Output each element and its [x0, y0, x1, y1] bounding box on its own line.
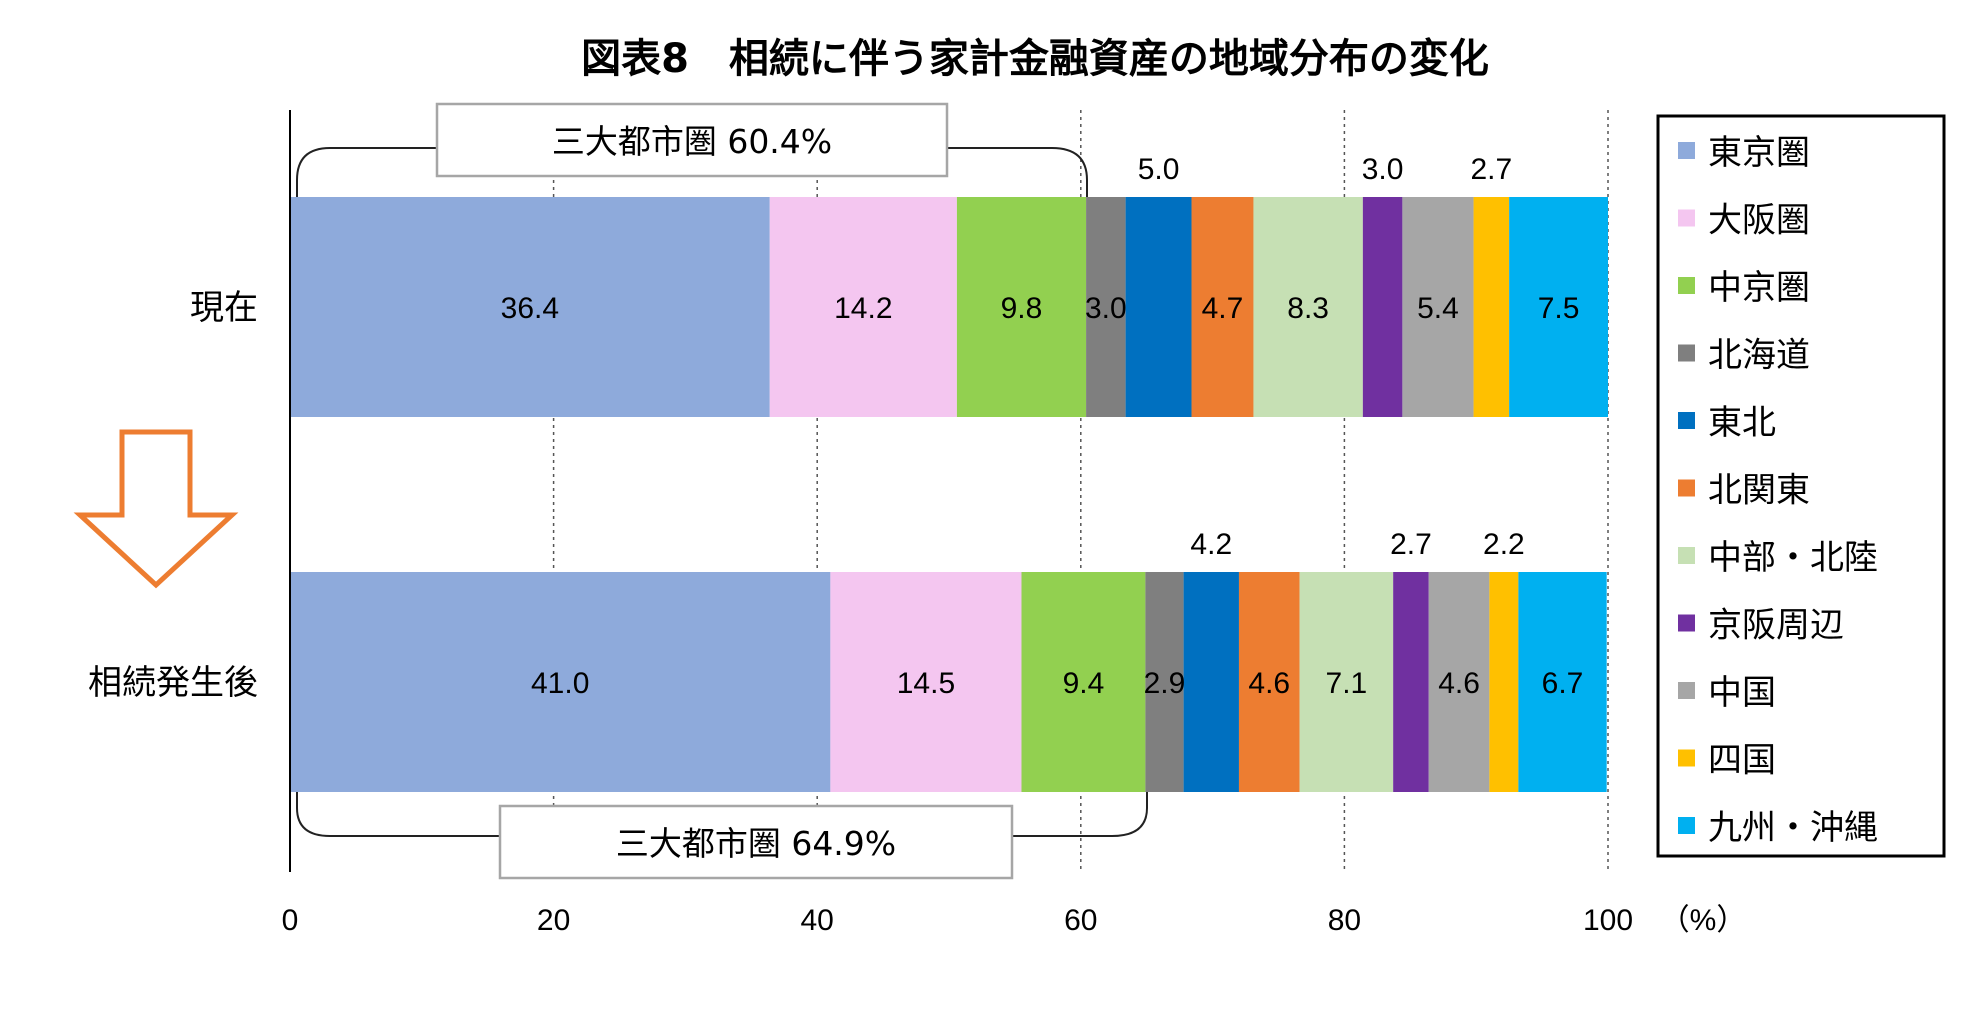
legend-swatch: [1678, 817, 1695, 834]
bar-segment: [956, 197, 1087, 417]
x-tick-label: 60: [1064, 904, 1097, 937]
legend-label: 京阪周辺: [1708, 606, 1844, 646]
callout-top-text: 三大都市圏 60.4%: [552, 122, 832, 161]
data-label: 9.4: [1063, 667, 1105, 700]
x-tick-label: 20: [537, 904, 570, 937]
bar-segment: [290, 572, 831, 792]
bar-segment: [1191, 197, 1254, 417]
bar-segment: [1086, 197, 1126, 417]
chart-title: 図表8 相続に伴う家計金融資産の地域分布の変化: [581, 36, 1489, 82]
legend-label: 九州・沖縄: [1708, 808, 1878, 848]
data-label: 14.5: [897, 667, 955, 700]
x-tick-label: 40: [801, 904, 834, 937]
bar-segment: [769, 197, 957, 417]
callout-top: 三大都市圏 60.4%: [296, 102, 1088, 197]
category-label: 現在: [190, 288, 258, 328]
data-label: 7.5: [1538, 292, 1580, 325]
legend-label: 中国: [1708, 673, 1776, 713]
data-label: 4.6: [1248, 667, 1290, 700]
legend-label: 北関東: [1708, 471, 1810, 511]
bar-segment: [1021, 572, 1146, 792]
x-tick-label: 0: [282, 904, 299, 937]
bar-segment: [1518, 572, 1607, 792]
data-label: 4.2: [1190, 528, 1232, 561]
category-label: 相続発生後: [88, 663, 258, 703]
callout-bottom-box: [498, 804, 1014, 880]
legend-label: 東京圏: [1708, 133, 1810, 173]
data-label: 2.7: [1390, 528, 1432, 561]
legend-swatch: [1678, 547, 1695, 564]
callout-bottom-text: 三大都市圏 64.9%: [616, 824, 896, 863]
data-label: 8.3: [1287, 292, 1329, 325]
bar-segment: [1509, 197, 1608, 417]
bar-segment: [1489, 572, 1519, 792]
legend-swatch: [1678, 277, 1695, 294]
legend-label: 東北: [1708, 403, 1776, 443]
legend-swatch: [1678, 614, 1695, 632]
legend-label: 中京圏: [1708, 268, 1810, 308]
legend-box: [1656, 114, 1946, 858]
data-label: 7.1: [1326, 667, 1368, 700]
data-label: 41.0: [531, 667, 589, 700]
bar-segment: [290, 197, 770, 417]
legend-swatch: [1678, 344, 1695, 362]
x-tick-label: 100: [1583, 904, 1633, 937]
legend-swatch: [1678, 209, 1695, 227]
x-tick-label: 80: [1328, 904, 1361, 937]
bar-segment: [1238, 572, 1300, 792]
data-label: 14.2: [834, 292, 892, 325]
legend-swatch: [1678, 682, 1695, 699]
data-label: 3.0: [1362, 153, 1404, 186]
legend-label: 四国: [1708, 741, 1776, 781]
legend-swatch: [1678, 479, 1695, 497]
data-label: 36.4: [501, 292, 559, 325]
data-label: 6.7: [1542, 667, 1584, 700]
data-label: 4.6: [1438, 667, 1480, 700]
bar-segment: [1145, 572, 1184, 792]
down-arrow-icon: [73, 429, 239, 589]
legend-swatch: [1678, 412, 1695, 429]
data-labels: 36.4 14.2 9.8 3.0 5.0 4.7 8.3 3.0 5.4 2.7 7.5 41.0 1…: [501, 153, 1584, 700]
legend-swatch: [1678, 142, 1695, 159]
data-label: 2.9: [1144, 667, 1186, 700]
data-label: 2.2: [1483, 528, 1525, 561]
bar-segment: [1253, 197, 1363, 417]
data-label: 4.7: [1202, 292, 1244, 325]
data-label: 3.0: [1085, 292, 1127, 325]
bar-segment: [1402, 197, 1474, 417]
data-label: 5.4: [1417, 292, 1459, 325]
bar-segment: [1125, 197, 1192, 417]
bar-segment: [1428, 572, 1490, 792]
bar-segment: [1393, 572, 1429, 792]
legend-label: 中部・北陸: [1708, 538, 1878, 578]
callout-top-box: [435, 102, 949, 178]
legend-label: 北海道: [1708, 336, 1810, 376]
data-label: 9.8: [1001, 292, 1043, 325]
data-label: 2.7: [1470, 153, 1512, 186]
x-axis-unit: （%）: [1660, 904, 1747, 937]
bar-segment: [830, 572, 1022, 792]
bar-segment: [1183, 572, 1239, 792]
data-label: 5.0: [1138, 153, 1180, 186]
x-axis: 0 20 40 60 80 100 （%）: [282, 110, 1747, 937]
bar-segment: [1362, 197, 1403, 417]
bars: [290, 197, 1608, 792]
bar-segment: [1299, 572, 1394, 792]
legend-label: 大阪圏: [1708, 201, 1810, 241]
bar-segment: [1473, 197, 1510, 417]
callout-bottom: 三大都市圏 64.9%: [296, 792, 1148, 880]
legend-swatch: [1678, 749, 1695, 767]
